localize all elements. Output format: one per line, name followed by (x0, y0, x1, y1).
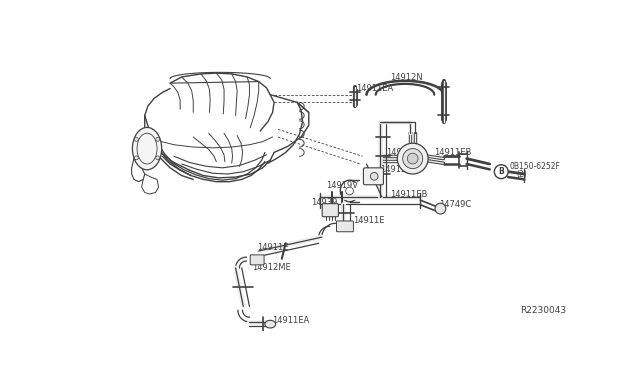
Circle shape (397, 143, 428, 174)
Text: 14911EA: 14911EA (356, 84, 394, 93)
Text: 14911EB: 14911EB (435, 148, 472, 157)
Text: 14911EA: 14911EA (272, 316, 309, 325)
Text: 0B150-6252F: 0B150-6252F (509, 162, 561, 171)
Text: 14919V: 14919V (326, 181, 358, 190)
Circle shape (134, 156, 138, 160)
FancyBboxPatch shape (250, 255, 264, 265)
FancyBboxPatch shape (364, 168, 383, 185)
Text: 14912ME: 14912ME (253, 263, 291, 272)
Circle shape (156, 137, 159, 141)
Text: B: B (499, 167, 504, 176)
Text: 14911E: 14911E (353, 216, 384, 225)
Circle shape (346, 187, 353, 195)
Text: 14911E: 14911E (257, 243, 289, 251)
Text: 14939: 14939 (311, 198, 337, 207)
Text: R2230043: R2230043 (520, 306, 566, 315)
Circle shape (156, 156, 159, 160)
Circle shape (494, 165, 508, 179)
Text: 14920: 14920 (386, 148, 412, 157)
Circle shape (407, 153, 418, 164)
Text: 14912MD: 14912MD (380, 165, 420, 174)
Circle shape (134, 137, 138, 141)
FancyBboxPatch shape (337, 221, 353, 232)
Circle shape (435, 203, 446, 214)
Ellipse shape (132, 128, 162, 170)
Circle shape (403, 148, 422, 169)
Text: 14749C: 14749C (439, 200, 471, 209)
Text: 14912N: 14912N (390, 73, 422, 82)
FancyBboxPatch shape (322, 203, 339, 217)
Text: 14911EB: 14911EB (390, 190, 427, 199)
Ellipse shape (265, 320, 276, 328)
Circle shape (371, 173, 378, 180)
Text: (2): (2) (516, 170, 527, 179)
